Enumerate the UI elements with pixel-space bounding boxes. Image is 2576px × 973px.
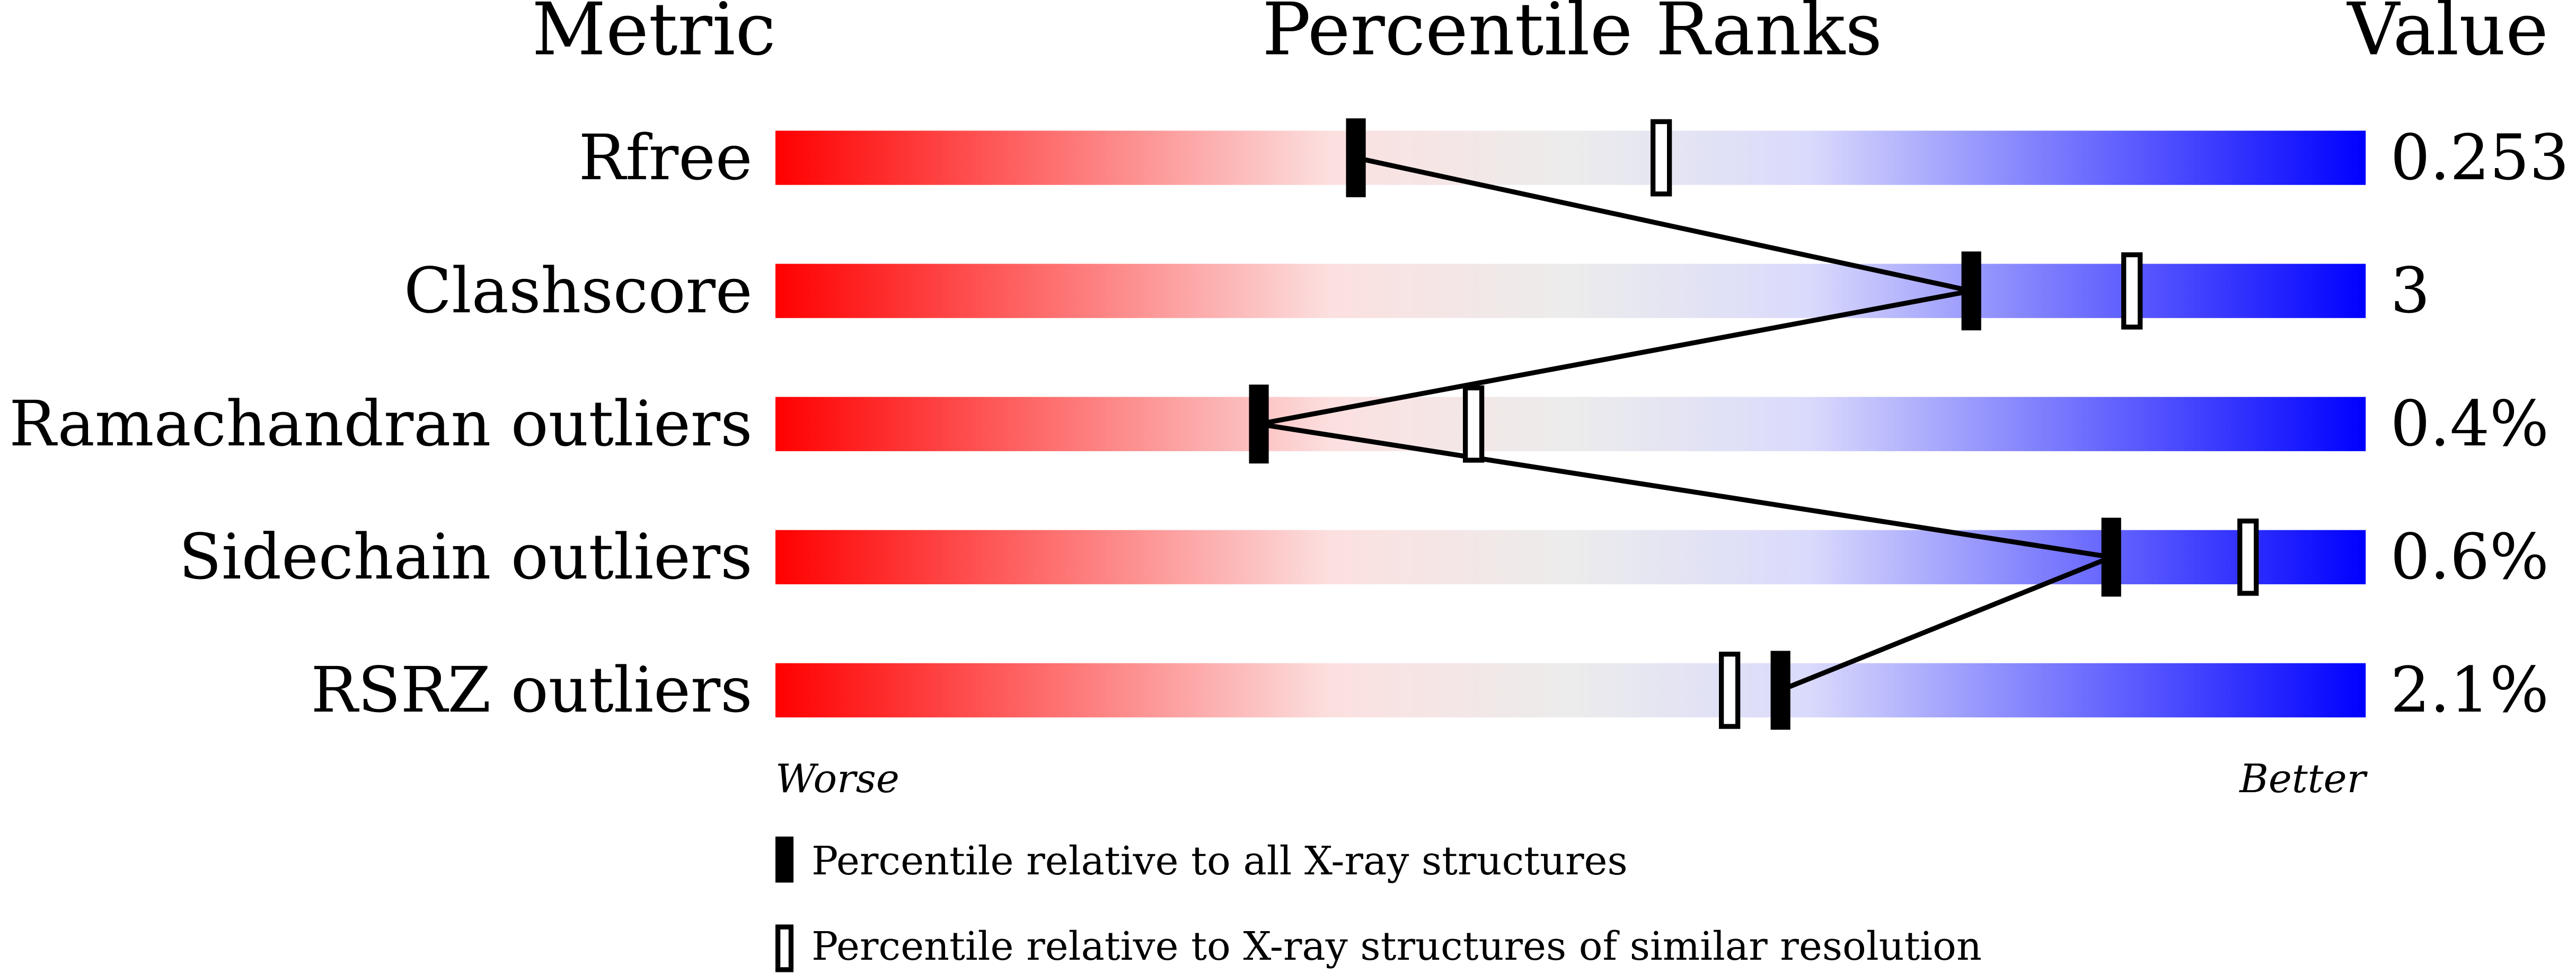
metric-label: Sidechain outliers (179, 521, 752, 593)
percentile-bar-clashscore (775, 264, 2366, 318)
marker-all-structures (1249, 384, 1269, 464)
metric-value: 0.6% (2390, 521, 2549, 593)
legend-open-marker (775, 924, 794, 972)
marker-similar-resolution (2237, 518, 2259, 596)
metric-label: Rfree (579, 121, 753, 194)
marker-similar-resolution (1718, 651, 1741, 729)
legend-similar-label: Percentile relative to X-ray structures … (811, 923, 1982, 969)
metric-value: 2.1% (2390, 654, 2549, 726)
percentile-bar-sidechain-outliers (775, 530, 2366, 584)
legend-all-label: Percentile relative to all X-ray structu… (811, 838, 1628, 884)
metric-value: 0.4% (2390, 388, 2549, 460)
header-metric: Metric (532, 0, 775, 72)
marker-all-structures (1961, 251, 1981, 331)
metric-label: RSRZ outliers (311, 654, 752, 726)
header-value: Value (2346, 0, 2548, 72)
header-percentile-ranks: Percentile Ranks (1262, 0, 1882, 72)
marker-similar-resolution (2121, 252, 2143, 330)
marker-all-structures (2101, 518, 2121, 597)
legend-filled-marker (775, 836, 794, 883)
marker-similar-resolution (1462, 385, 1485, 463)
metric-label: Ramachandran outliers (9, 388, 752, 460)
marker-similar-resolution (1650, 119, 1672, 197)
percentile-bar-ramachandran-outliers (775, 397, 2366, 451)
metric-value: 0.253 (2390, 121, 2569, 194)
marker-all-structures (1770, 651, 1790, 730)
percentile-bar-rsrz-outliers (775, 663, 2366, 717)
metric-value: 3 (2390, 255, 2430, 327)
metric-label: Clashscore (404, 255, 753, 327)
axis-label-worse: Worse (775, 756, 899, 802)
marker-all-structures (1346, 118, 1366, 197)
axis-label-better: Better (2238, 756, 2368, 802)
percentile-bar-rfree (775, 130, 2366, 185)
